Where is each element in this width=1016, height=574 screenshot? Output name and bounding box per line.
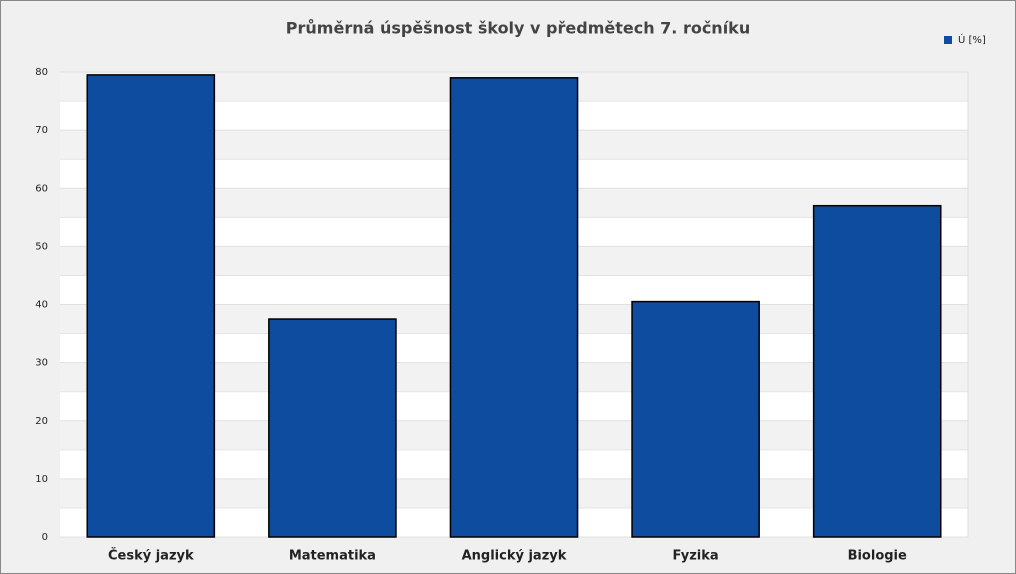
y-tick-label: 80	[35, 67, 48, 78]
chart-title: Průměrná úspěšnost školy v předmětech 7.…	[286, 19, 750, 38]
x-tick-label: Matematika	[289, 549, 376, 564]
bar	[812, 204, 942, 538]
bar	[449, 77, 579, 538]
y-tick-label: 60	[35, 183, 48, 194]
bar	[631, 300, 760, 538]
x-tick-label: Český jazyk	[108, 548, 194, 564]
legend-label: Ú [%]	[958, 33, 986, 46]
y-tick-label: 40	[35, 300, 48, 311]
x-tick-label: Biologie	[848, 549, 907, 564]
y-tick-label: 30	[35, 358, 48, 369]
legend-swatch	[944, 36, 952, 44]
y-tick-label: 10	[35, 474, 48, 485]
x-tick-label: Anglický jazyk	[462, 549, 567, 564]
y-tick-label: 70	[35, 125, 48, 136]
y-tick-label: 20	[35, 416, 48, 427]
y-tick-label: 50	[35, 241, 48, 252]
y-tick-label: 0	[42, 532, 48, 543]
bar	[86, 74, 216, 538]
bar	[268, 318, 397, 538]
x-tick-label: Fyzika	[673, 549, 719, 564]
